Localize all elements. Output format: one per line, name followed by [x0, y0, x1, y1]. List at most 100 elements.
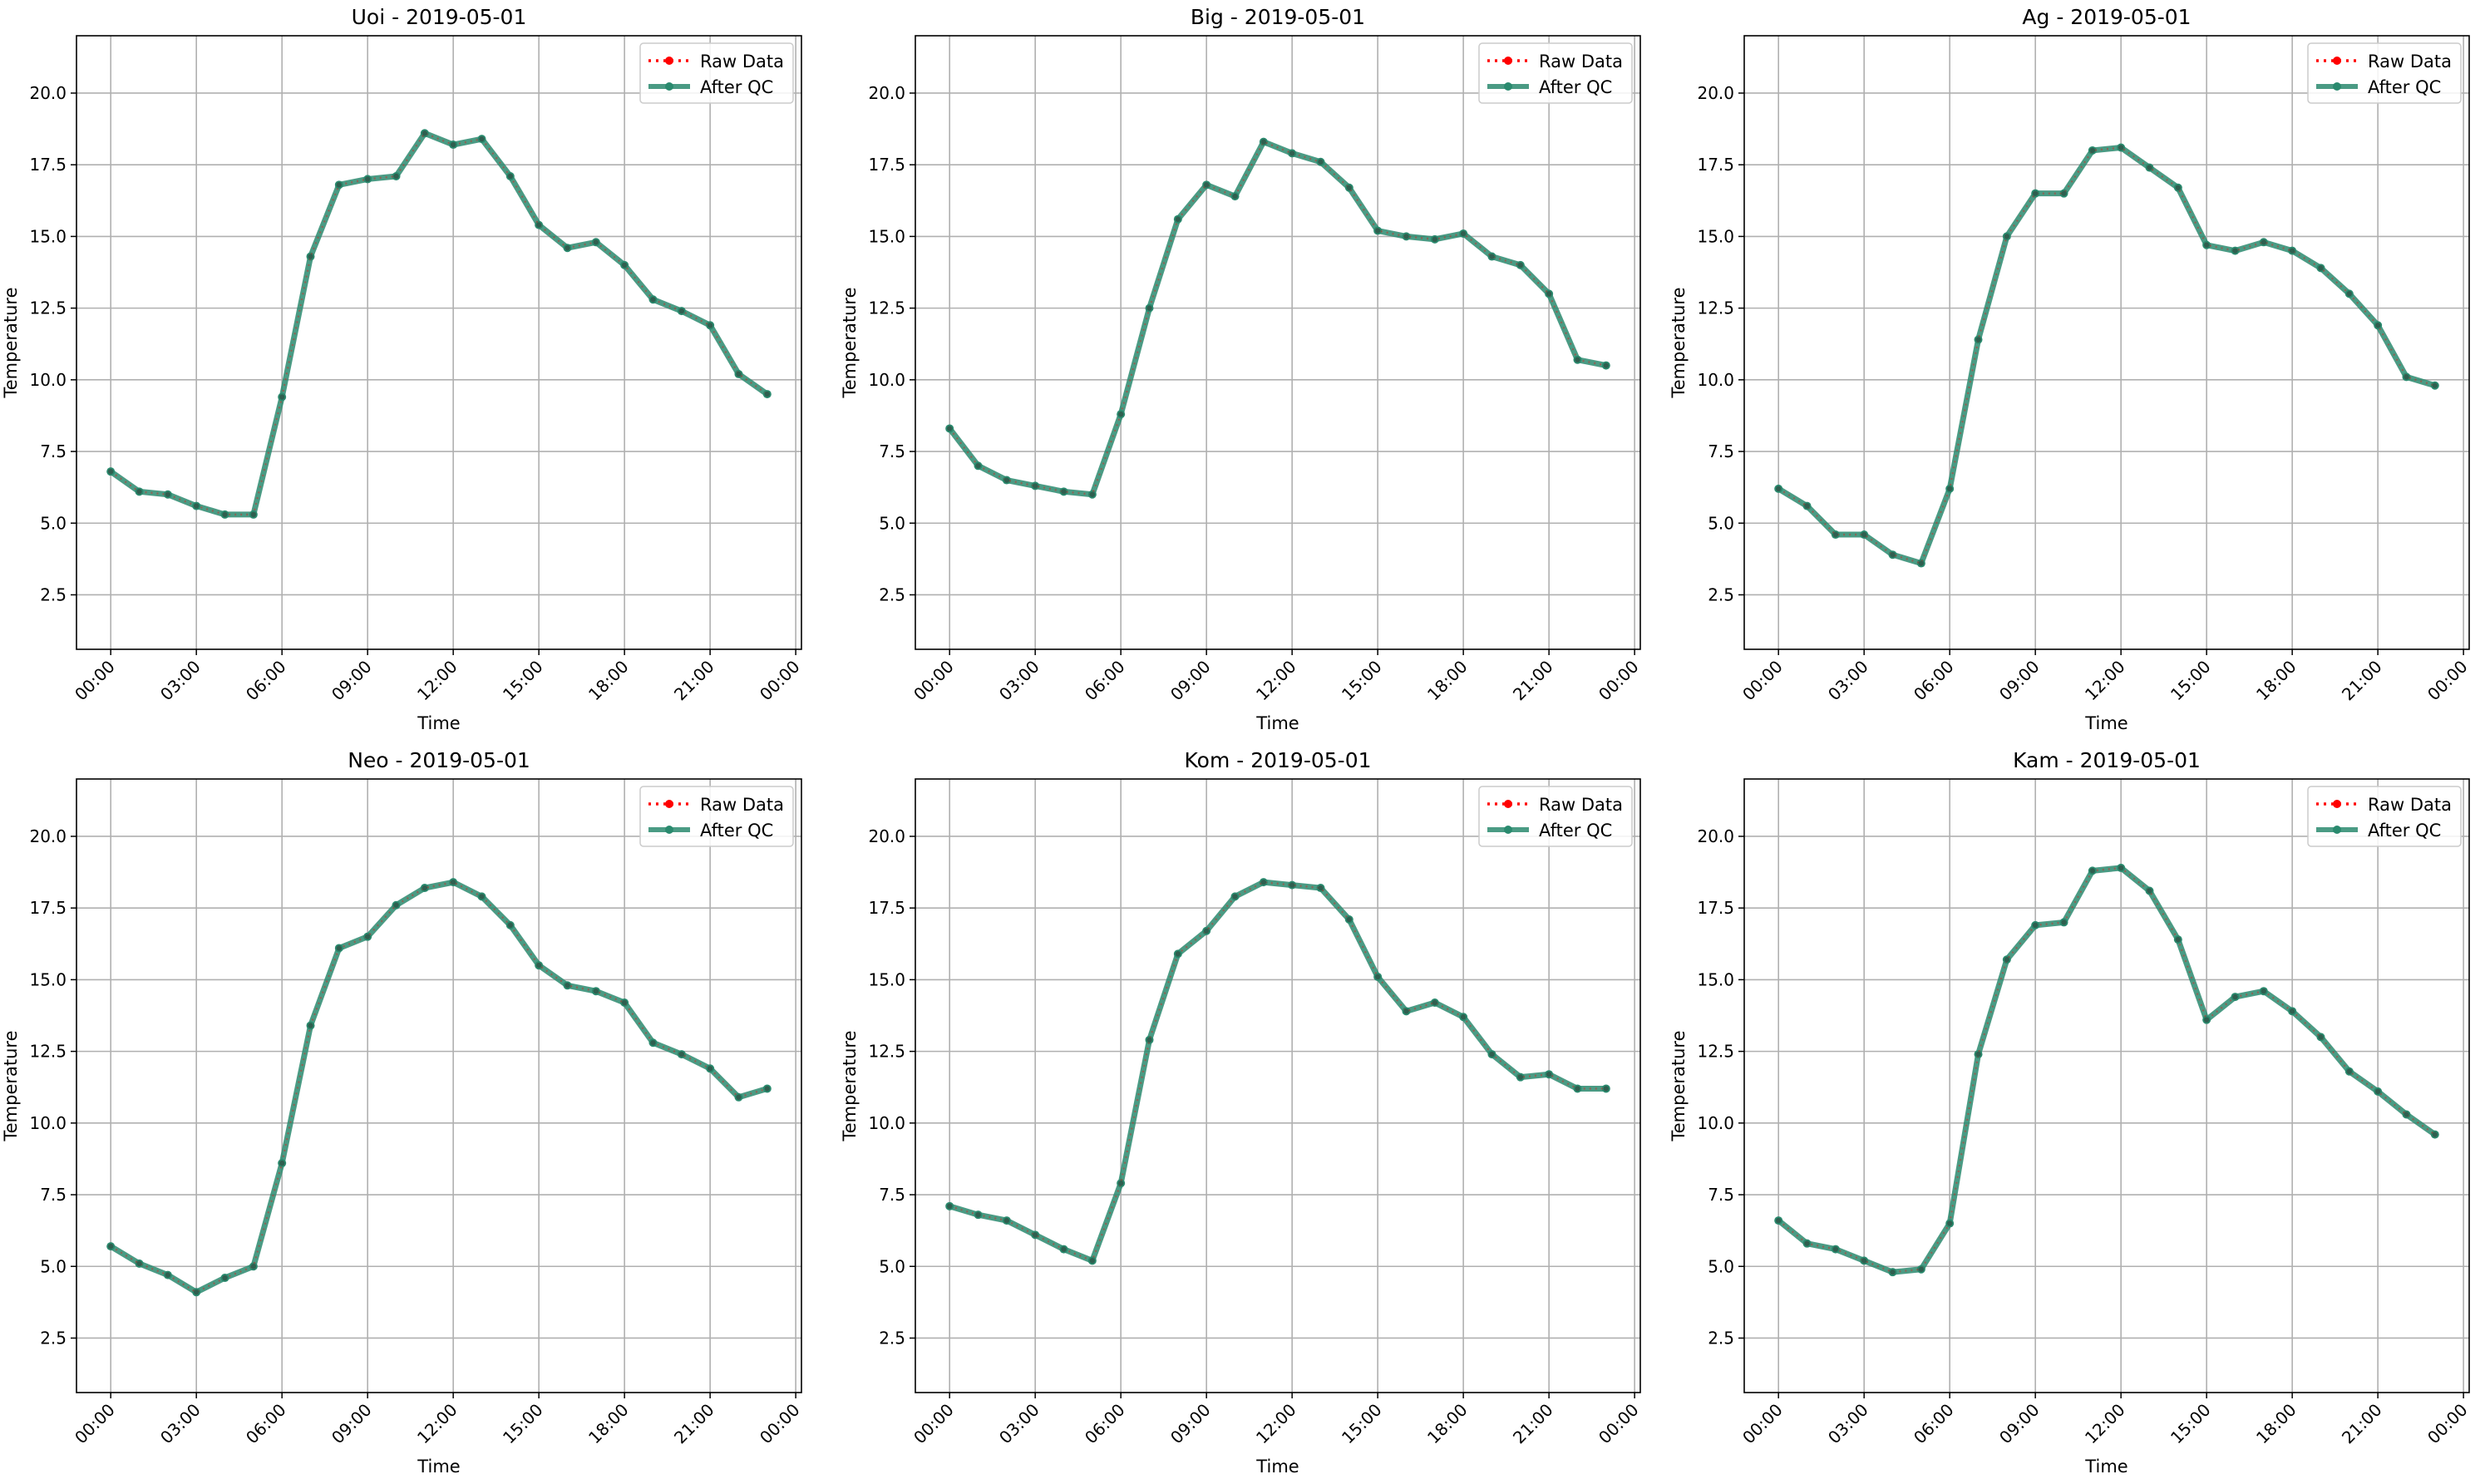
y-tick-label: 12.5 — [868, 298, 905, 318]
legend-qc-marker — [2333, 826, 2341, 834]
legend-qc-marker — [2333, 82, 2341, 91]
x-tick-label: 21:00 — [2338, 1400, 2386, 1448]
x-tick-label: 06:00 — [242, 657, 290, 705]
x-tick-label: 00:00 — [910, 1400, 958, 1448]
x-tick-label: 15:00 — [1338, 657, 1386, 705]
subplot-4: 00:00 03:00 06:00 09:00 12:00 15:00 18:00 21:00… — [1, 748, 804, 1477]
raw-data-point — [2261, 239, 2267, 245]
x-tick-label: 18:00 — [1423, 657, 1472, 705]
x-tick-label: 00:00 — [2423, 1400, 2472, 1448]
x-tick-label: 18:00 — [584, 657, 633, 705]
raw-data-point — [507, 922, 514, 929]
raw-data-point — [393, 902, 399, 908]
raw-data-point — [1318, 885, 1324, 891]
x-tick-label: 21:00 — [1509, 1400, 1557, 1448]
x-tick-label: 09:00 — [1166, 1400, 1215, 1448]
raw-data-point — [1175, 216, 1181, 222]
x-axis-label: Time — [1255, 713, 1299, 733]
raw-data-point — [193, 503, 200, 509]
x-tick-label: 15:00 — [2167, 1400, 2215, 1448]
y-tick-label: 17.5 — [868, 898, 905, 918]
raw-data-point — [1117, 412, 1124, 417]
series-line-raw-data — [949, 141, 1607, 496]
x-tick-label: 09:00 — [1166, 657, 1215, 705]
raw-data-point — [1003, 1217, 1010, 1224]
legend-label-raw-data: Raw Data — [700, 795, 784, 815]
axes-frame — [1743, 35, 2470, 650]
y-tick-label: 5.0 — [879, 1256, 905, 1276]
raw-data-point — [764, 391, 771, 397]
x-tick-label: 00:00 — [1595, 1400, 1643, 1448]
raw-data-point — [1432, 999, 1438, 1006]
raw-data-point — [222, 511, 228, 518]
y-tick-label: 12.5 — [29, 1042, 67, 1062]
subplot-title: Big - 2019-05-01 — [1191, 5, 1365, 29]
x-axis-label: Time — [2084, 1457, 2127, 1477]
raw-data-point — [2089, 147, 2096, 154]
legend-label-raw-data: Raw Data — [1539, 795, 1623, 815]
raw-data-point — [165, 491, 171, 497]
raw-data-point — [422, 885, 428, 891]
raw-data-point — [1890, 1269, 1896, 1275]
raw-data-point — [593, 239, 599, 245]
x-tick-label: 21:00 — [670, 1400, 718, 1448]
x-tick-label: 00:00 — [1595, 657, 1643, 705]
raw-data-point — [1432, 236, 1438, 243]
raw-data-point — [1975, 337, 1981, 343]
raw-data-point — [1975, 1051, 1981, 1058]
raw-data-point — [1517, 1074, 1524, 1080]
series-line-after-qc — [109, 130, 769, 518]
raw-data-point — [1346, 916, 1353, 923]
raw-data-point — [2147, 888, 2152, 894]
subplot-3: 00:00 03:00 06:00 09:00 12:00 15:00 18:00 21:00… — [1669, 5, 2472, 733]
y-tick-label: 20.0 — [29, 83, 67, 103]
x-tick-label: 12:00 — [2081, 1400, 2129, 1448]
raw-data-point — [165, 1272, 171, 1278]
y-tick-label: 15.0 — [868, 226, 905, 246]
legend-label-raw-data: Raw Data — [2368, 52, 2452, 71]
y-tick-label: 5.0 — [879, 513, 905, 533]
y-axis-label: Temperature — [1, 1030, 21, 1141]
y-tick-label: 2.5 — [879, 584, 905, 604]
raw-data-point — [1032, 483, 1038, 489]
raw-data-point — [2203, 1017, 2210, 1023]
y-tick-label: 17.5 — [1697, 155, 1734, 175]
raw-data-point — [2089, 868, 2096, 874]
subplot-1: 00:00 03:00 06:00 09:00 12:00 15:00 18:00 21:00… — [1, 5, 804, 733]
raw-data-point — [2203, 242, 2210, 248]
raw-data-point — [250, 1264, 257, 1270]
raw-data-point — [2432, 1131, 2438, 1137]
raw-data-point — [250, 511, 257, 518]
legend-label-after-qc: After QC — [700, 821, 773, 841]
y-tick-label: 10.0 — [29, 370, 67, 390]
y-tick-label: 7.5 — [40, 1185, 67, 1205]
y-tick-label: 15.0 — [1697, 969, 1734, 989]
legend-qc-marker — [1504, 826, 1512, 834]
raw-data-point — [975, 463, 981, 469]
raw-data-point — [1575, 1086, 1580, 1092]
raw-data-point — [2289, 1008, 2295, 1014]
y-tick-label: 5.0 — [1708, 513, 1734, 533]
legend-label-after-qc: After QC — [1539, 77, 1612, 97]
y-tick-label: 20.0 — [868, 826, 905, 846]
subplot-6: 00:00 03:00 06:00 09:00 12:00 15:00 18:00 21:00… — [1669, 748, 2472, 1477]
x-tick-label: 18:00 — [584, 1400, 633, 1448]
raw-data-point — [1603, 1086, 1610, 1092]
raw-data-point — [2061, 919, 2067, 925]
x-tick-label: 03:00 — [1824, 1400, 1872, 1448]
raw-data-point — [2261, 988, 2267, 994]
raw-data-point — [2004, 957, 2010, 963]
series-line-after-qc — [109, 879, 768, 1295]
raw-data-point — [650, 1040, 656, 1046]
raw-data-point — [1832, 531, 1839, 538]
raw-data-point — [1861, 531, 1867, 538]
legend-qc-marker — [665, 826, 673, 834]
legend: Raw Data After QC — [2307, 786, 2462, 847]
raw-data-point — [1804, 503, 1810, 509]
raw-data-point — [279, 394, 285, 400]
y-tick-label: 5.0 — [1708, 1256, 1734, 1276]
series-line-raw-data — [949, 880, 1606, 1262]
x-tick-label: 12:00 — [1252, 657, 1300, 705]
